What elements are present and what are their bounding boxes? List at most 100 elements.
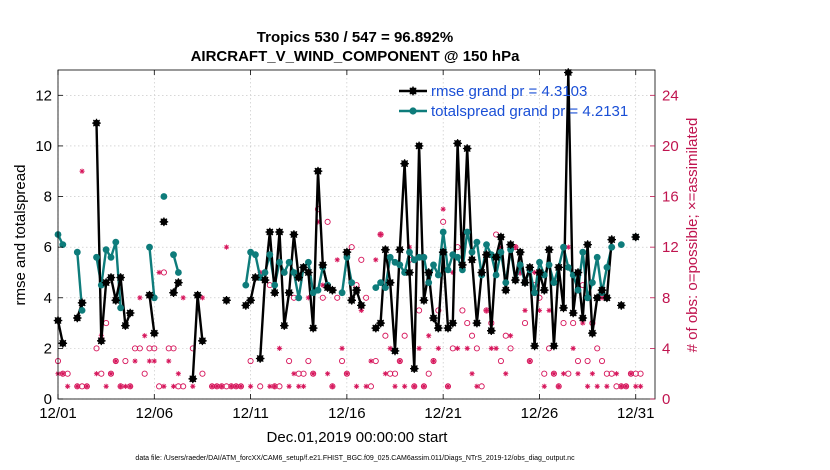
obs-possible-point — [300, 370, 307, 377]
rmse-point — [145, 290, 154, 300]
obs-assimilated-point — [387, 345, 393, 351]
totalspread-point — [507, 246, 514, 254]
rmse-point — [395, 245, 405, 254]
totalspread-point — [295, 294, 303, 302]
obs-assimilated-point — [291, 371, 297, 377]
totalspread-point — [338, 289, 346, 297]
totalspread-point — [372, 284, 380, 291]
totalspread-point — [454, 253, 461, 261]
obs-assimilated-point — [507, 333, 514, 339]
rmse-point — [284, 288, 294, 298]
obs-assimilated-point — [594, 383, 600, 389]
obs-assimilated-point — [416, 345, 422, 351]
rmse-point — [198, 336, 207, 346]
obs-possible-point — [637, 370, 644, 377]
obs-assimilated-point — [329, 383, 336, 389]
rmse-point — [265, 227, 275, 237]
rmse-point — [525, 263, 535, 272]
rmse-point — [58, 338, 68, 348]
totalspread-point — [73, 248, 81, 256]
rmse-point — [511, 275, 520, 285]
rmse-point — [597, 285, 607, 295]
obs-assimilated-point — [219, 383, 225, 389]
rmse-point — [472, 318, 482, 328]
obs-assimilated-point — [493, 345, 499, 351]
rmse-point — [390, 346, 400, 356]
rmse-point — [270, 288, 280, 298]
rmse-point — [294, 273, 304, 282]
rmse-point — [458, 260, 467, 270]
obs-assimilated-point — [74, 383, 80, 389]
obs-assimilated-point — [84, 383, 90, 389]
obs-possible-point — [199, 370, 206, 377]
obs-assimilated-point — [363, 383, 369, 389]
obs-possible-point — [497, 357, 504, 365]
obs-assimilated-point — [170, 383, 177, 389]
totalspread-point — [117, 304, 124, 312]
rmse-point — [385, 278, 395, 287]
legend-rmse-label: rmse grand pr = 4.3103 — [431, 83, 587, 100]
obs-assimilated-point — [459, 231, 466, 238]
obs-assimilated-point — [65, 383, 71, 389]
rmse-line-segment — [345, 252, 363, 306]
totalspread-point — [545, 261, 553, 269]
rmse-point — [193, 290, 202, 300]
y-axis-ticks: 0 2 4 6 8 10 12 — [35, 87, 63, 408]
y-tick-label: 4 — [44, 290, 52, 307]
rmse-point — [424, 268, 434, 277]
rmse-point — [588, 328, 597, 338]
obs-possible-point — [598, 357, 606, 365]
obs-possible-point — [425, 370, 432, 377]
obs-possible-point — [286, 357, 293, 365]
obs-assimilated-point — [633, 383, 639, 389]
x-tick-label: 12/01 — [39, 405, 77, 422]
totalspread-point — [78, 307, 86, 314]
obs-assimilated-point — [93, 371, 100, 377]
totalspread-point — [280, 269, 288, 276]
obs-assimilated-point — [455, 345, 461, 351]
x-tick-label: 12/11 — [232, 405, 268, 422]
obs-assimilated-point — [589, 371, 596, 377]
x-tick-label: 12/21 — [424, 405, 462, 422]
obs-assimilated-point — [546, 307, 552, 314]
rmse-point — [111, 295, 121, 305]
rmse-point — [573, 268, 583, 277]
totalspread-point — [608, 243, 616, 251]
rmse-point — [482, 250, 491, 259]
rmse-line-segment — [259, 169, 333, 359]
obs-possible-point — [464, 320, 471, 327]
obs-assimilated-point — [228, 383, 234, 389]
rmse-point — [477, 268, 487, 277]
rmse-point — [602, 293, 612, 303]
obs-assimilated-point — [522, 307, 528, 314]
totalspread-point — [252, 251, 259, 259]
obs-assimilated-point — [392, 383, 398, 389]
rmse-point — [535, 268, 544, 277]
obs-assimilated-point — [142, 333, 148, 339]
x-tick-label: 12/26 — [521, 405, 559, 422]
rmse-point — [520, 278, 530, 287]
obs-possible-point — [334, 294, 341, 301]
y2-tick-label: 8 — [662, 290, 670, 307]
obs-assimilated-point — [440, 206, 446, 212]
obs-possible-point — [324, 218, 331, 225]
obs-assimilated-markers — [55, 168, 644, 389]
obs-assimilated-point — [382, 371, 388, 377]
legend-rmse-marker — [408, 86, 418, 96]
obs-assimilated-point — [79, 168, 85, 174]
y-tick-label: 8 — [44, 189, 52, 206]
obs-possible-point — [570, 320, 577, 327]
totalspread-point — [502, 279, 510, 286]
obs-assimilated-point — [334, 257, 340, 263]
totalspread-point — [439, 228, 447, 236]
rmse-point — [356, 301, 366, 310]
obs-assimilated-point — [474, 383, 480, 389]
totalspread-point — [285, 258, 293, 266]
rmse-point — [125, 308, 135, 318]
obs-assimilated-point — [156, 269, 162, 276]
rmse-point — [275, 227, 284, 237]
rmse-line-segment — [56, 320, 64, 344]
rmse-point — [279, 321, 289, 330]
x-axis-ticks: 12/01 12/06 12/11 12/16 12/21 12/26 12/31 — [39, 70, 655, 422]
totalspread-point — [276, 258, 283, 266]
